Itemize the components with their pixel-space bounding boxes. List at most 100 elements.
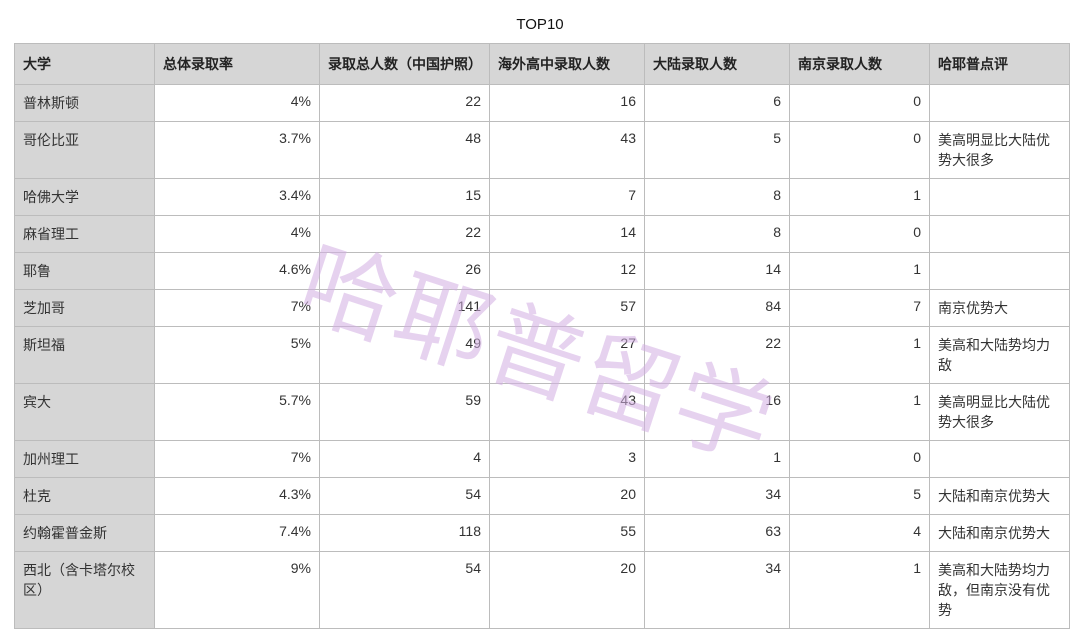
cell-total: 141 xyxy=(320,290,490,327)
cell-overseas: 7 xyxy=(490,179,645,216)
table-row: 哈佛大学3.4%15781 xyxy=(15,179,1070,216)
cell-university: 斯坦福 xyxy=(15,327,155,384)
cell-mainland: 8 xyxy=(645,216,790,253)
cell-nanjing: 0 xyxy=(790,85,930,122)
cell-total: 22 xyxy=(320,85,490,122)
cell-nanjing: 5 xyxy=(790,478,930,515)
cell-comment xyxy=(930,216,1070,253)
cell-rate: 4% xyxy=(155,216,320,253)
cell-comment xyxy=(930,253,1070,290)
col-university: 大学 xyxy=(15,44,155,85)
cell-rate: 7% xyxy=(155,290,320,327)
cell-mainland: 5 xyxy=(645,122,790,179)
cell-rate: 5% xyxy=(155,327,320,384)
table-row: 耶鲁4.6%2612141 xyxy=(15,253,1070,290)
cell-comment: 南京优势大 xyxy=(930,290,1070,327)
cell-nanjing: 1 xyxy=(790,327,930,384)
cell-overseas: 16 xyxy=(490,85,645,122)
cell-nanjing: 1 xyxy=(790,253,930,290)
cell-overseas: 27 xyxy=(490,327,645,384)
table-container: TOP10 哈耶普留学 大学 总体录取率 录取总人数（中国护照） 海外高中录取人… xyxy=(0,0,1080,641)
cell-mainland: 34 xyxy=(645,552,790,629)
cell-nanjing: 0 xyxy=(790,216,930,253)
cell-overseas: 55 xyxy=(490,515,645,552)
cell-overseas: 20 xyxy=(490,552,645,629)
cell-comment: 美高明显比大陆优势大很多 xyxy=(930,122,1070,179)
cell-nanjing: 0 xyxy=(790,122,930,179)
cell-rate: 4.3% xyxy=(155,478,320,515)
cell-nanjing: 1 xyxy=(790,552,930,629)
cell-total: 48 xyxy=(320,122,490,179)
cell-rate: 3.4% xyxy=(155,179,320,216)
cell-total: 49 xyxy=(320,327,490,384)
cell-mainland: 22 xyxy=(645,327,790,384)
table-row: 杜克4.3%5420345大陆和南京优势大 xyxy=(15,478,1070,515)
cell-comment: 美高明显比大陆优势大很多 xyxy=(930,384,1070,441)
admissions-table: 大学 总体录取率 录取总人数（中国护照） 海外高中录取人数 大陆录取人数 南京录… xyxy=(14,43,1070,629)
cell-rate: 9% xyxy=(155,552,320,629)
cell-nanjing: 1 xyxy=(790,179,930,216)
cell-mainland: 63 xyxy=(645,515,790,552)
col-overseas: 海外高中录取人数 xyxy=(490,44,645,85)
cell-overseas: 43 xyxy=(490,122,645,179)
cell-comment: 大陆和南京优势大 xyxy=(930,478,1070,515)
cell-total: 22 xyxy=(320,216,490,253)
table-row: 约翰霍普金斯7.4%11855634大陆和南京优势大 xyxy=(15,515,1070,552)
cell-mainland: 16 xyxy=(645,384,790,441)
table-body: 普林斯顿4%221660哥伦比亚3.7%484350美高明显比大陆优势大很多哈佛… xyxy=(15,85,1070,629)
cell-rate: 7.4% xyxy=(155,515,320,552)
cell-mainland: 14 xyxy=(645,253,790,290)
cell-university: 普林斯顿 xyxy=(15,85,155,122)
cell-mainland: 6 xyxy=(645,85,790,122)
page-title: TOP10 xyxy=(14,12,1066,43)
cell-rate: 5.7% xyxy=(155,384,320,441)
cell-total: 118 xyxy=(320,515,490,552)
cell-overseas: 12 xyxy=(490,253,645,290)
cell-total: 54 xyxy=(320,478,490,515)
cell-university: 西北（含卡塔尔校区） xyxy=(15,552,155,629)
table-row: 普林斯顿4%221660 xyxy=(15,85,1070,122)
cell-nanjing: 4 xyxy=(790,515,930,552)
cell-rate: 4% xyxy=(155,85,320,122)
cell-total: 54 xyxy=(320,552,490,629)
cell-university: 约翰霍普金斯 xyxy=(15,515,155,552)
col-comment: 哈耶普点评 xyxy=(930,44,1070,85)
cell-university: 哥伦比亚 xyxy=(15,122,155,179)
table-row: 宾大5.7%5943161美高明显比大陆优势大很多 xyxy=(15,384,1070,441)
cell-comment: 美高和大陆势均力敌 xyxy=(930,327,1070,384)
cell-overseas: 43 xyxy=(490,384,645,441)
cell-total: 59 xyxy=(320,384,490,441)
col-nanjing: 南京录取人数 xyxy=(790,44,930,85)
col-total: 录取总人数（中国护照） xyxy=(320,44,490,85)
cell-total: 4 xyxy=(320,441,490,478)
cell-overseas: 57 xyxy=(490,290,645,327)
table-row: 哥伦比亚3.7%484350美高明显比大陆优势大很多 xyxy=(15,122,1070,179)
table-row: 加州理工7%4310 xyxy=(15,441,1070,478)
cell-university: 杜克 xyxy=(15,478,155,515)
cell-university: 麻省理工 xyxy=(15,216,155,253)
cell-nanjing: 7 xyxy=(790,290,930,327)
table-header-row: 大学 总体录取率 录取总人数（中国护照） 海外高中录取人数 大陆录取人数 南京录… xyxy=(15,44,1070,85)
cell-rate: 3.7% xyxy=(155,122,320,179)
cell-comment: 大陆和南京优势大 xyxy=(930,515,1070,552)
cell-university: 宾大 xyxy=(15,384,155,441)
cell-university: 加州理工 xyxy=(15,441,155,478)
col-mainland: 大陆录取人数 xyxy=(645,44,790,85)
cell-overseas: 14 xyxy=(490,216,645,253)
table-row: 西北（含卡塔尔校区）9%5420341美高和大陆势均力敌，但南京没有优势 xyxy=(15,552,1070,629)
cell-rate: 7% xyxy=(155,441,320,478)
cell-nanjing: 0 xyxy=(790,441,930,478)
table-row: 麻省理工4%221480 xyxy=(15,216,1070,253)
cell-overseas: 20 xyxy=(490,478,645,515)
cell-comment xyxy=(930,441,1070,478)
table-row: 斯坦福5%4927221美高和大陆势均力敌 xyxy=(15,327,1070,384)
cell-total: 26 xyxy=(320,253,490,290)
cell-mainland: 34 xyxy=(645,478,790,515)
cell-comment xyxy=(930,179,1070,216)
cell-total: 15 xyxy=(320,179,490,216)
cell-overseas: 3 xyxy=(490,441,645,478)
cell-mainland: 8 xyxy=(645,179,790,216)
cell-mainland: 84 xyxy=(645,290,790,327)
cell-rate: 4.6% xyxy=(155,253,320,290)
col-rate: 总体录取率 xyxy=(155,44,320,85)
